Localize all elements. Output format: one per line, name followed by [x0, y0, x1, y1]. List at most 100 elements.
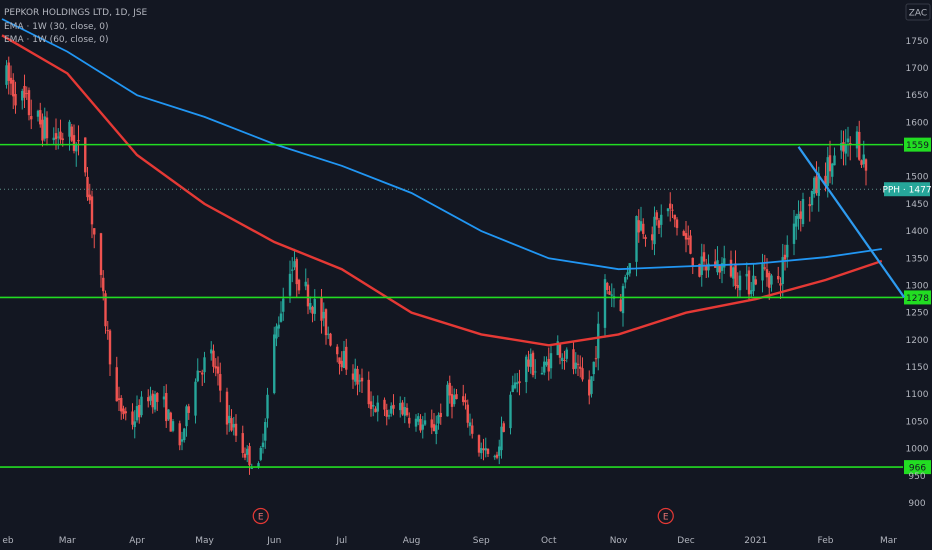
- candle: [86, 167, 89, 201]
- candle: [498, 439, 501, 465]
- candle: [779, 277, 782, 299]
- candle: [43, 107, 46, 142]
- candle: [401, 400, 404, 416]
- candle: [266, 387, 269, 428]
- candle: [495, 451, 499, 460]
- candle: [628, 262, 631, 277]
- candle: [52, 127, 55, 145]
- candle: [214, 358, 217, 377]
- x-tick-label: 2021: [744, 536, 767, 546]
- candle: [797, 200, 800, 230]
- candle: [563, 350, 566, 370]
- candle: [25, 86, 28, 100]
- earnings-marker[interactable]: E: [252, 507, 269, 525]
- candle: [232, 416, 235, 436]
- candle: [716, 246, 719, 276]
- candle: [138, 399, 141, 424]
- candle: [115, 356, 118, 402]
- candle: [248, 442, 251, 475]
- candle: [228, 405, 231, 432]
- candle: [7, 56, 10, 95]
- earnings-marker[interactable]: E: [657, 507, 674, 525]
- candle: [747, 266, 751, 302]
- candle: [637, 209, 640, 243]
- candle: [122, 405, 125, 419]
- x-tick-label: eb: [2, 536, 14, 546]
- candle: [291, 257, 294, 283]
- candle: [374, 406, 377, 413]
- candle: [297, 278, 301, 295]
- candle: [5, 60, 8, 89]
- candle: [354, 358, 357, 386]
- candle: [558, 343, 562, 365]
- candle: [320, 289, 323, 334]
- candle: [621, 283, 625, 327]
- candle: [41, 113, 44, 147]
- x-tick-label: Feb: [818, 536, 834, 546]
- candle: [212, 344, 215, 373]
- candle: [12, 73, 15, 110]
- candle: [579, 355, 582, 378]
- currency-badge[interactable]: [905, 3, 931, 21]
- y-tick-label: 1250: [906, 309, 929, 319]
- candle: [795, 213, 798, 240]
- candle: [801, 192, 805, 227]
- candle: [624, 274, 627, 289]
- x-tick-label: Jun: [266, 536, 281, 546]
- candle: [390, 402, 393, 417]
- candle: [493, 454, 496, 460]
- level-tag-label: 1559: [906, 141, 929, 151]
- candle: [9, 65, 13, 96]
- candle: [448, 375, 451, 404]
- candle: [405, 403, 409, 417]
- candle: [529, 348, 532, 374]
- candle: [140, 391, 143, 418]
- candle: [844, 129, 847, 166]
- candle: [234, 414, 238, 442]
- candle: [131, 403, 134, 430]
- candle: [828, 140, 832, 184]
- level-tag-label: 1278: [906, 294, 929, 304]
- y-tick-label: 1500: [906, 173, 929, 183]
- y-tick-label: 1200: [906, 336, 929, 346]
- candle: [864, 158, 868, 186]
- candle: [437, 412, 440, 430]
- candle: [358, 374, 361, 393]
- trendline[interactable]: [797, 146, 906, 299]
- candle: [288, 260, 292, 303]
- candle: [561, 353, 564, 370]
- y-tick-label: 900: [908, 499, 925, 509]
- candle: [23, 74, 26, 108]
- candle: [338, 357, 341, 375]
- candle: [531, 350, 535, 378]
- candle: [543, 356, 546, 376]
- candle: [360, 368, 364, 393]
- candle: [70, 123, 73, 142]
- candle: [225, 387, 229, 435]
- candle: [39, 102, 42, 128]
- candle: [484, 437, 487, 458]
- x-tick-label: May: [195, 536, 214, 546]
- candle: [639, 206, 643, 232]
- candle: [311, 305, 314, 323]
- candle: [178, 420, 181, 451]
- candle: [392, 394, 395, 416]
- candle: [653, 206, 656, 256]
- candle: [518, 369, 521, 396]
- y-tick-label: 1150: [906, 363, 929, 373]
- y-tick-label: 1650: [906, 91, 929, 101]
- candle: [203, 351, 206, 383]
- candle: [414, 414, 418, 432]
- candle: [860, 159, 863, 168]
- candle: [21, 88, 24, 110]
- candle: [673, 214, 676, 228]
- candle: [846, 126, 850, 157]
- candle: [736, 272, 739, 297]
- candle: [513, 373, 517, 390]
- candle: [466, 399, 469, 428]
- earnings-marker-label: E: [663, 513, 669, 523]
- candle: [644, 234, 647, 247]
- candle: [849, 136, 852, 161]
- candle: [351, 364, 355, 389]
